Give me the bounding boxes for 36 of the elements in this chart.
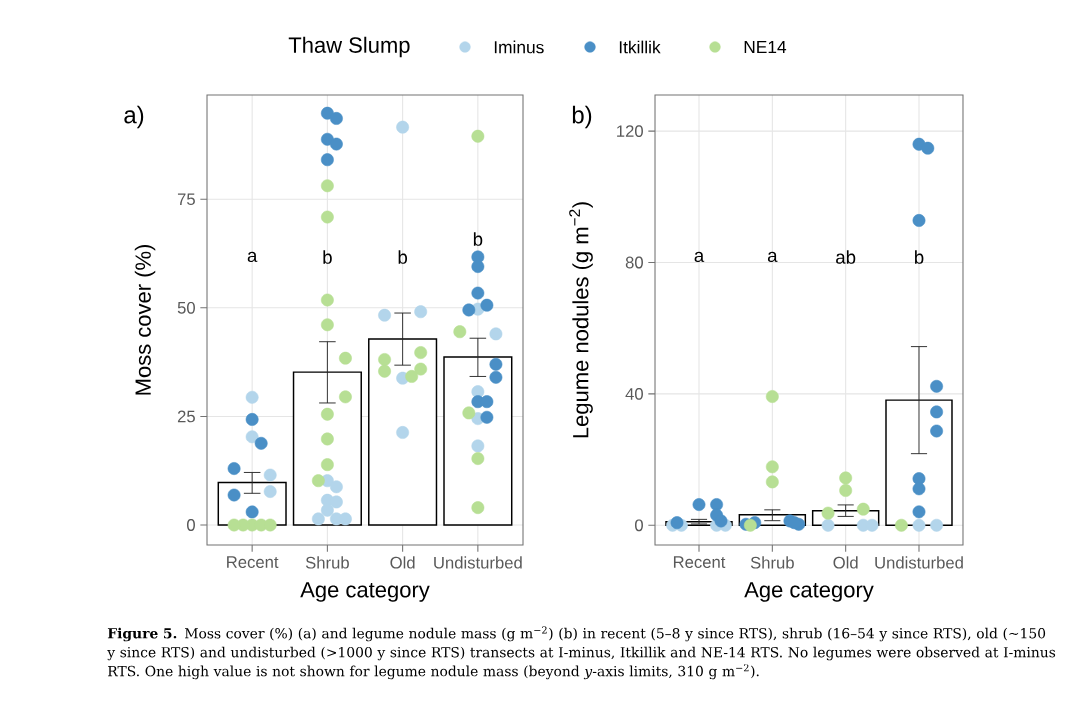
annotation: a bbox=[694, 251, 705, 263]
annotation: b bbox=[398, 250, 408, 264]
y-tick-label: 0 bbox=[187, 519, 195, 531]
y-tick-label: 25 bbox=[177, 410, 195, 423]
y-tick-label: 50 bbox=[177, 301, 195, 314]
x-axis-title: Age category bbox=[300, 582, 430, 602]
x-tick-label: Old bbox=[833, 556, 858, 569]
y-tick-label: 75 bbox=[177, 193, 195, 206]
x-tick-label: Undisturbed bbox=[434, 556, 522, 569]
y-axis-title: Legume nodules (g m$^{−2}$) bbox=[569, 202, 593, 438]
annotation: ab bbox=[836, 250, 856, 264]
x-tick-label: Recent bbox=[227, 556, 279, 568]
annotation: b bbox=[915, 250, 924, 264]
y-axis-title: Moss cover (%) bbox=[134, 244, 156, 395]
legend-title: Thaw Slump bbox=[288, 36, 410, 58]
annotation: a bbox=[767, 251, 778, 263]
x-tick-label: Shrub bbox=[750, 556, 794, 569]
x-tick-label: Shrub bbox=[305, 556, 349, 569]
x-axis-title: Age category bbox=[744, 582, 874, 602]
legend-label: Itkillik bbox=[619, 40, 661, 54]
chart-title: b) bbox=[572, 105, 592, 129]
legend-label: Iminus bbox=[494, 40, 544, 54]
x-tick-label: Undisturbed bbox=[875, 556, 963, 569]
y-tick-label: 0 bbox=[635, 519, 643, 532]
y-tick-label: 80 bbox=[625, 256, 643, 269]
chart-title: a) bbox=[124, 105, 144, 129]
y-tick-label: 120 bbox=[617, 125, 643, 138]
legend-label: NE14 bbox=[744, 41, 787, 53]
annotation: a bbox=[247, 251, 258, 263]
y-tick-label: 40 bbox=[625, 388, 643, 400]
text: Figure 5. Moss cover (%) (a) and legume nodule mass (g m$^{−2}$) (b) in recent (5–8 y since RTS), shrub (16–54 y since RTS), old (∼150 y since RTS) and undisturbed (>1000 y since RTS) transects at I-minus, Itkillik and NE-14 RTS. No legumes were observed at I-minus RTS. One high value is not shown for legume nodule mass (beyond y-axis limits, 310 g m$^{−2}$). bbox=[107, 626, 1056, 680]
x-tick-label: Recent bbox=[673, 556, 726, 568]
annotation: b bbox=[323, 250, 332, 264]
x-tick-label: Old bbox=[390, 556, 415, 569]
bar bbox=[368, 338, 438, 526]
annotation: b bbox=[473, 232, 483, 246]
